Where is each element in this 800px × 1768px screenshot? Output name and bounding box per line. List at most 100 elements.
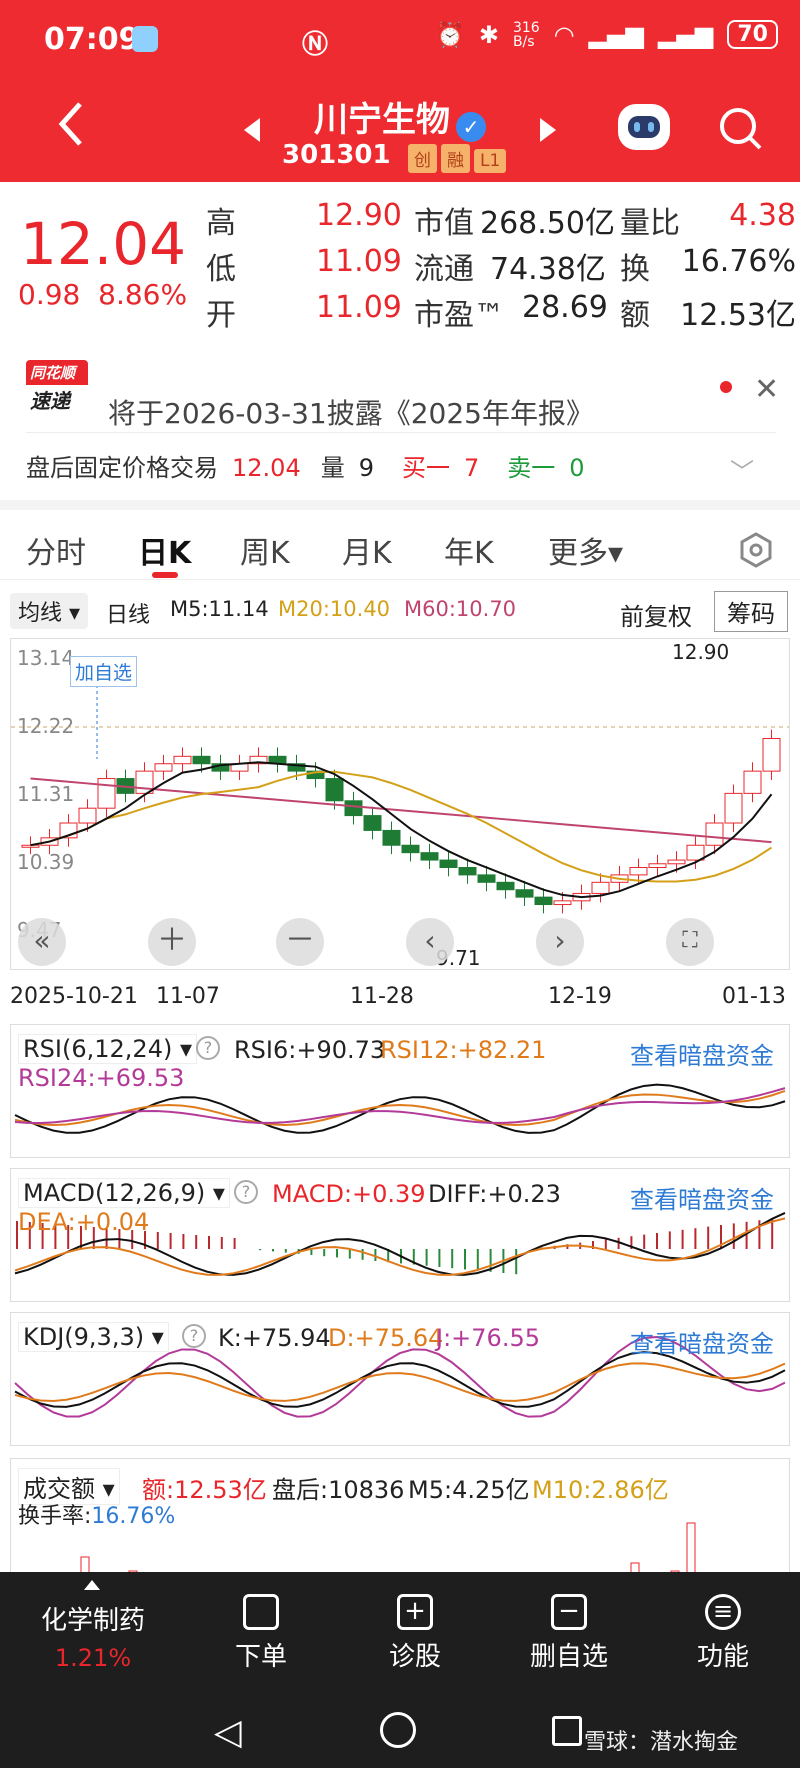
verified-icon: ✓ — [456, 111, 486, 142]
tag-level: L1 — [474, 149, 507, 173]
logo-bottom-text: 速递 — [30, 389, 70, 413]
candle-body — [173, 755, 192, 765]
sell-one-value: 0 — [569, 454, 585, 482]
candle-body — [705, 822, 724, 846]
pe-label: 市盈™ — [414, 298, 504, 333]
volume-ratio-value: 4.38 — [729, 198, 796, 233]
zoom-in-icon[interactable]: ＋ — [148, 918, 196, 966]
macd-panel[interactable] — [10, 1168, 790, 1302]
sector-change: 1.21% — [54, 1644, 132, 1672]
remove-watchlist-button[interactable]: − 删自选 — [504, 1572, 634, 1673]
scroll-left-icon[interactable]: ‹ — [406, 918, 454, 966]
volume-name: 成交额 — [23, 1475, 95, 1503]
help-icon[interactable]: ? — [182, 1324, 206, 1348]
x-tick-2: 11-28 — [350, 984, 414, 1009]
tab-daily-k[interactable]: 日K — [138, 536, 192, 571]
kdj-panel[interactable] — [10, 1312, 790, 1446]
rsi-panel[interactable] — [10, 1024, 790, 1158]
diagnose-button[interactable]: + 诊股 — [350, 1572, 480, 1673]
ma-selector[interactable]: 均线 ▾ — [10, 593, 89, 629]
rsi-selector[interactable]: RSI(6,12,24) ▾ — [18, 1034, 198, 1064]
stock-tags: 创融 L1 — [408, 144, 510, 173]
function-button[interactable]: ≡ 功能 — [658, 1572, 788, 1673]
bluetooth-icon: ✱ — [478, 20, 499, 49]
candle-body — [21, 844, 40, 848]
rsi-name: RSI(6,12,24) — [23, 1035, 173, 1063]
fullscreen-icon[interactable]: ⛶ — [666, 918, 714, 966]
volume-bar — [686, 1522, 696, 1578]
macd-value: MACD:+0.39 — [272, 1180, 426, 1208]
candle-body — [591, 881, 610, 894]
candle-body — [382, 829, 401, 846]
stock-code: 301301 — [282, 140, 391, 170]
remove-watchlist-label: 删自选 — [529, 1642, 608, 1672]
candle-body — [667, 859, 686, 865]
help-icon[interactable]: ? — [234, 1180, 258, 1204]
nav-back-icon[interactable]: ◁ — [214, 1712, 242, 1753]
high-value: 12.90 — [316, 198, 402, 233]
tab-weekly-k[interactable]: 周K — [240, 536, 290, 571]
kdj-selector[interactable]: KDJ(9,3,3) ▾ — [18, 1322, 169, 1352]
volume-amount: 额:12.53亿 — [142, 1476, 267, 1504]
change-percent: 8.86% — [98, 278, 188, 311]
stock-name: 川宁生物 — [314, 100, 450, 140]
watermark: 雪球：潜水掏金 — [584, 1730, 739, 1755]
order-icon — [243, 1594, 279, 1630]
sector-name[interactable]: 化学制药 — [40, 1606, 145, 1636]
open-label: 开 — [206, 298, 236, 333]
sell-one-label: 卖一 — [507, 454, 556, 482]
back-icon[interactable] — [52, 100, 92, 146]
kdj-dark-pool-link[interactable]: 查看暗盘资金 — [630, 1330, 774, 1358]
close-icon[interactable]: ✕ — [754, 372, 780, 407]
nfc-icon: Ⓝ — [302, 30, 329, 60]
search-icon[interactable] — [718, 106, 762, 150]
function-label: 功能 — [696, 1642, 749, 1672]
volume-selector[interactable]: 成交额 ▾ — [18, 1468, 120, 1505]
high-label: 高 — [206, 206, 236, 241]
chips-button[interactable]: 筹码 — [714, 591, 788, 632]
adjust-mode[interactable]: 前复权 — [620, 603, 692, 631]
prev-stock-icon[interactable] — [244, 118, 260, 142]
d-line — [14, 1362, 786, 1402]
pe-value: 28.69 — [522, 290, 608, 325]
active-tab-indicator — [152, 572, 178, 578]
rsi-dark-pool-link[interactable]: 查看暗盘资金 — [630, 1042, 774, 1070]
y-tick-label: 12.22 — [17, 714, 74, 738]
tab-yearly-k[interactable]: 年K — [444, 536, 494, 571]
diagnose-label: 诊股 — [388, 1642, 441, 1672]
tab-more[interactable]: 更多▾ — [548, 536, 624, 571]
notice-text[interactable]: 将于2026-03-31披露《2025年年报》 — [108, 397, 594, 430]
add-watchlist-label[interactable]: 加自选 — [70, 656, 138, 687]
macd-dark-pool-link[interactable]: 查看暗盘资金 — [630, 1186, 774, 1214]
help-icon[interactable]: ? — [196, 1036, 220, 1060]
candle-body — [192, 755, 211, 765]
tab-monthly-k[interactable]: 月K — [342, 536, 392, 571]
zoom-out-icon[interactable]: － — [276, 918, 324, 966]
tab-intraday[interactable]: 分时 — [26, 536, 86, 571]
assistant-robot-icon[interactable] — [618, 104, 670, 150]
expand-up-icon[interactable] — [84, 1580, 100, 1590]
after-hours-row[interactable]: 盘后固定价格交易 12.04 量 9 买一 7 卖一 0 — [26, 448, 585, 483]
nav-recent-icon[interactable] — [552, 1716, 582, 1746]
logo-top-text: 同花顺 — [26, 360, 88, 385]
next-stock-icon[interactable] — [540, 118, 556, 142]
buy-one-value: 7 — [464, 454, 480, 482]
nav-home-icon[interactable] — [380, 1712, 416, 1748]
collapse-icon[interactable]: « — [18, 918, 66, 966]
market-cap-value: 268.50亿 — [480, 206, 615, 241]
y-tick-label: 10.39 — [17, 850, 74, 874]
amount-label: 额 — [620, 298, 650, 333]
settings-icon[interactable] — [738, 532, 774, 572]
volume-ratio-label: 量比 — [620, 206, 680, 241]
ma20-value: M20:10.40 — [278, 597, 391, 621]
candle-body — [287, 763, 306, 772]
order-button[interactable]: 下单 — [196, 1572, 326, 1673]
macd-selector[interactable]: MACD(12,26,9) ▾ — [18, 1178, 230, 1208]
rsi12-line — [14, 1089, 786, 1127]
x-tick-1: 11-07 — [156, 984, 220, 1009]
chevron-down-icon[interactable]: ﹀ — [730, 458, 754, 486]
app-notification-icon — [132, 26, 158, 52]
scroll-right-icon[interactable]: › — [536, 918, 584, 966]
